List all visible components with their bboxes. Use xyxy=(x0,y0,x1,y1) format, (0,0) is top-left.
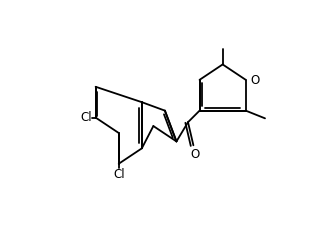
Text: Cl: Cl xyxy=(113,168,125,181)
Text: Cl: Cl xyxy=(80,111,92,124)
Text: O: O xyxy=(250,74,260,87)
Text: O: O xyxy=(190,148,200,161)
